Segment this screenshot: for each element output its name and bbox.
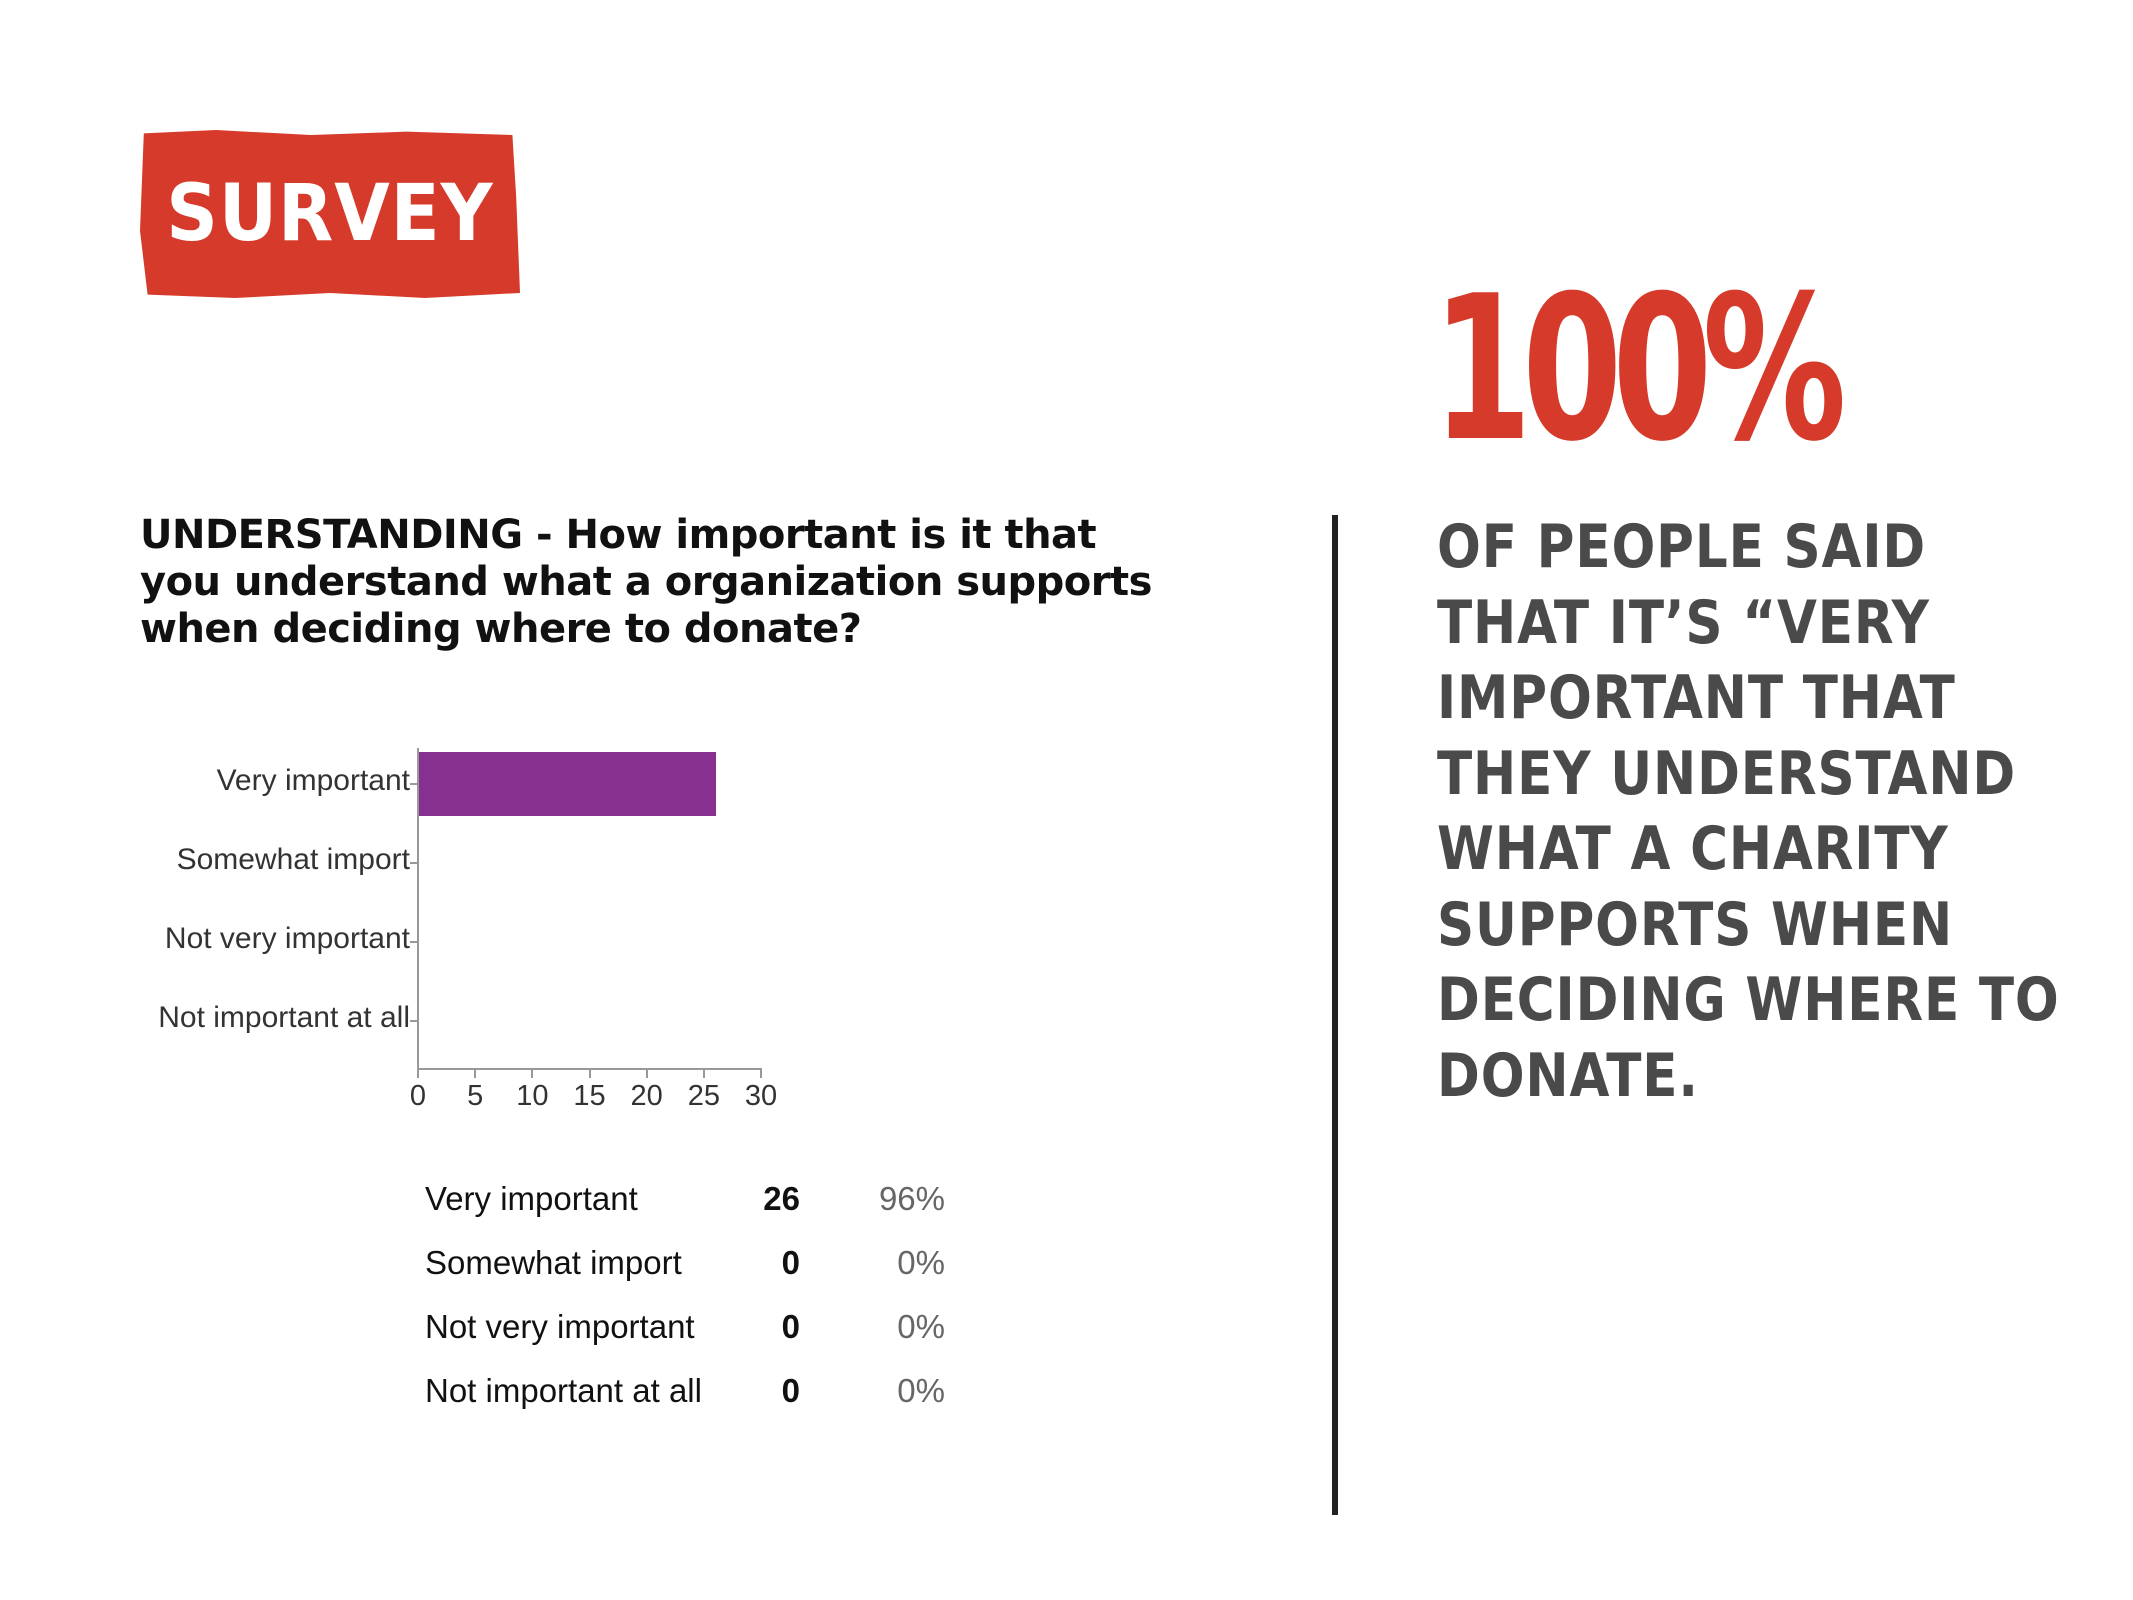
badge-label: SURVEY (166, 169, 494, 259)
row-percent: 96% (878, 1180, 945, 1217)
highlight-statement: OF PEOPLE SAID THAT IT’S “VERY IMPORTANT… (1437, 510, 2091, 1114)
x-tick-label: 10 (516, 1080, 549, 1112)
survey-question: UNDERSTANDING - How important is it that… (140, 512, 1152, 652)
statement-line: OF PEOPLE SAID (1437, 512, 1927, 582)
statement-line: THEY UNDERSTAND (1437, 738, 2017, 809)
statement-line: WHAT A CHARITY (1437, 814, 1949, 884)
row-count: 0 (781, 1308, 800, 1345)
x-tick-label: 5 (467, 1080, 484, 1112)
survey-badge: SURVEY (140, 130, 520, 298)
row-percent: 0% (897, 1308, 945, 1345)
y-tick (410, 1020, 418, 1022)
row-count: 26 (763, 1180, 800, 1217)
bar-chart: Very important Somewhat import Not very … (130, 740, 1080, 1120)
x-tick-label: 25 (687, 1080, 720, 1112)
statement-line: SUPPORTS WHEN (1437, 889, 1954, 960)
bar-very-important (419, 752, 717, 816)
statement-line: THAT IT’S “VERY (1437, 587, 1930, 658)
x-tick-label: 0 (409, 1080, 427, 1112)
highlight-percent: 100% (1432, 253, 1847, 486)
x-tick (474, 1068, 477, 1078)
row-percent: 0% (897, 1372, 945, 1409)
y-tick (410, 862, 418, 864)
statement-line: DONATE. (1437, 1040, 1699, 1111)
y-label: Not important at all (158, 1001, 410, 1034)
row-label: Somewhat import (425, 1244, 682, 1281)
x-tick (531, 1068, 534, 1078)
x-tick (702, 1068, 705, 1078)
row-label: Very important (425, 1180, 638, 1217)
row-label: Not very important (425, 1308, 695, 1345)
x-tick-label: 20 (630, 1080, 663, 1112)
row-percent: 0% (897, 1244, 945, 1281)
x-tick (588, 1068, 591, 1078)
x-tick (417, 1068, 419, 1078)
x-tick (760, 1068, 762, 1078)
y-axis (417, 748, 419, 1070)
statement-line: IMPORTANT THAT (1437, 663, 1956, 733)
x-tick-label: 15 (573, 1080, 606, 1112)
y-label: Somewhat import (176, 843, 410, 876)
row-count: 0 (781, 1244, 800, 1281)
row-count: 0 (781, 1372, 800, 1409)
y-label: Not very important (164, 922, 410, 955)
row-label: Not important at all (425, 1372, 702, 1409)
y-tick (410, 941, 418, 943)
y-tick (410, 783, 418, 785)
x-tick (645, 1068, 648, 1078)
statement-line: DECIDING WHERE TO (1437, 965, 2060, 1035)
x-tick-label: 30 (744, 1080, 778, 1112)
y-label: Very important (216, 764, 410, 797)
vertical-divider (1332, 515, 1338, 1515)
